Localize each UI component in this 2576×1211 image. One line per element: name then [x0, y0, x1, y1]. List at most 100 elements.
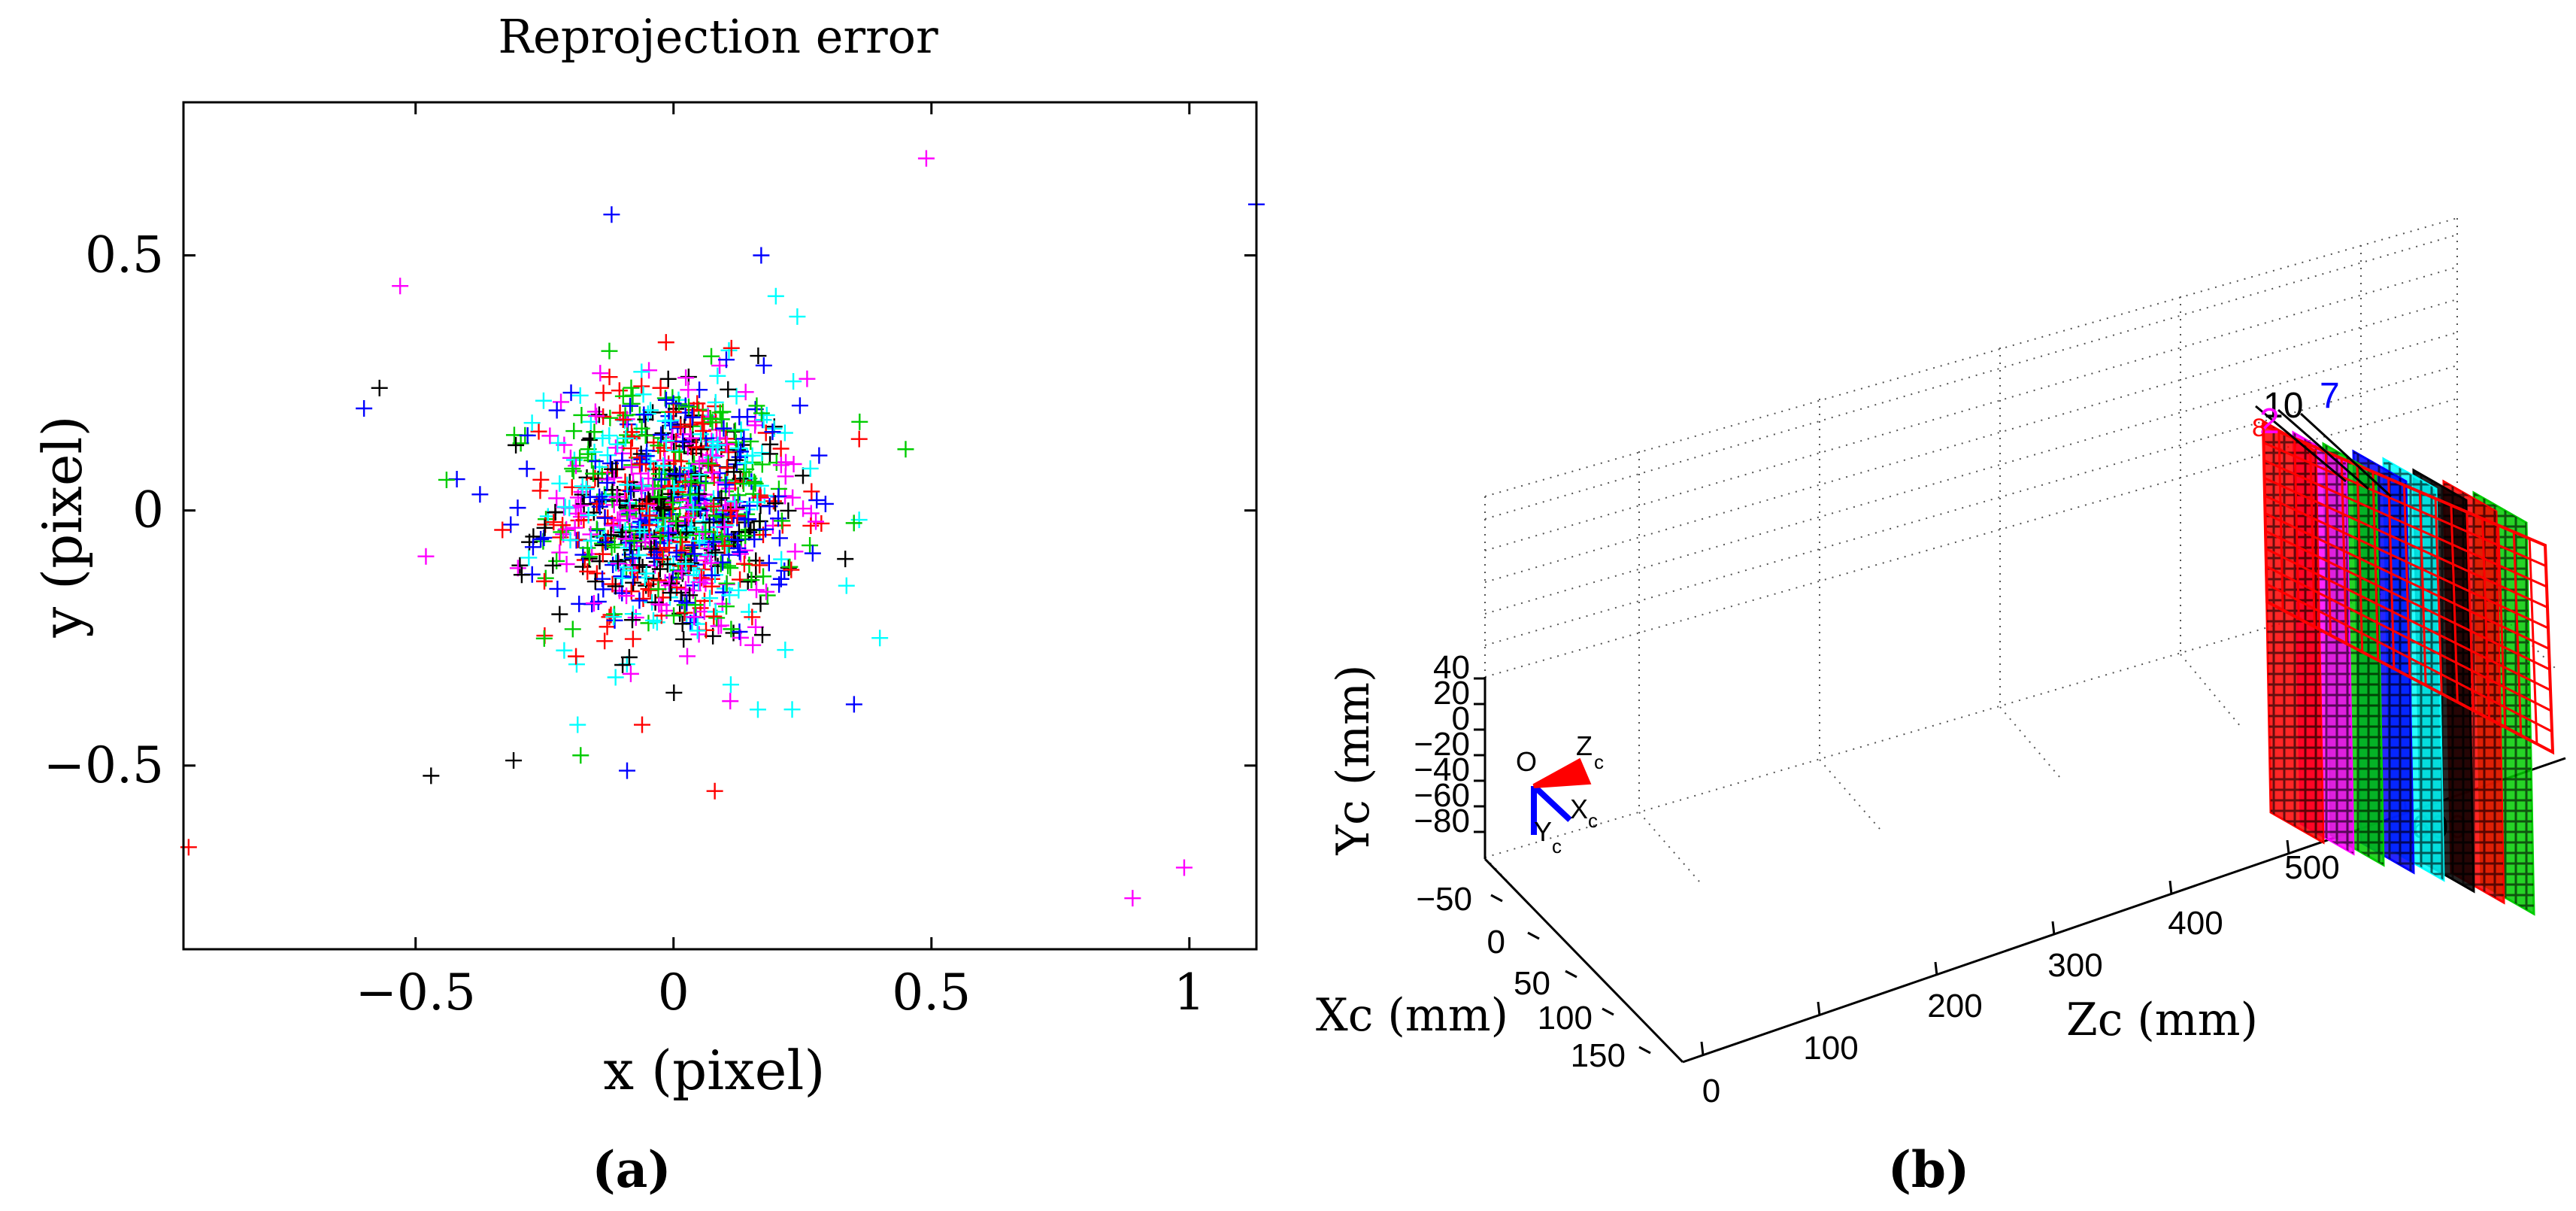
scatter-point — [692, 426, 710, 443]
scatter-point — [645, 612, 662, 629]
scatter-point — [680, 398, 698, 415]
scatter-point — [765, 420, 783, 437]
scatter-point — [759, 587, 776, 604]
scatter-point — [614, 584, 631, 602]
z-tick: 500 — [2284, 849, 2339, 886]
scatter-point — [652, 527, 669, 545]
scatter-point — [619, 762, 636, 779]
scatter-point — [611, 492, 629, 509]
scatter-point — [718, 598, 735, 615]
scatter-point — [665, 607, 683, 624]
scatter-point — [536, 572, 553, 590]
y-tick: −80 — [1414, 803, 1470, 839]
scatter-point — [720, 341, 738, 359]
scatter-point — [677, 397, 694, 414]
scatter-point — [622, 665, 639, 682]
scatter-point — [595, 384, 612, 402]
scatter-point — [633, 378, 650, 395]
scatter-point — [780, 502, 797, 519]
scatter-point — [728, 456, 745, 473]
scatter-point — [735, 475, 752, 493]
scatter-point — [574, 546, 592, 563]
scatter-point — [580, 506, 597, 524]
scatter-point — [703, 348, 720, 365]
scatter-point — [509, 499, 526, 517]
y-tick-labels: 40 20 0 −20 −40 −60 −80 — [1414, 649, 1470, 839]
scatter-point — [617, 429, 635, 447]
scatter-point — [659, 370, 677, 387]
scatter-point — [1175, 859, 1193, 876]
scatter-point — [699, 455, 717, 472]
y-tick: 20 — [1433, 675, 1470, 712]
scatter-point — [635, 406, 653, 423]
scatter-point — [749, 701, 766, 718]
x-tick: 100 — [1538, 1000, 1593, 1036]
scatter-point — [637, 427, 654, 445]
scatter-point — [726, 422, 744, 439]
scatter-point — [845, 514, 862, 532]
scatter-point — [547, 504, 564, 521]
scatter-point — [565, 423, 583, 440]
scatter-point — [675, 630, 692, 648]
scatter-point — [607, 578, 624, 595]
scatter-point — [695, 422, 712, 439]
scatter-point — [594, 570, 611, 587]
scatter-point — [758, 583, 775, 600]
scatter-point — [781, 558, 799, 575]
scatter-point — [573, 406, 590, 423]
scatter-point — [632, 465, 650, 482]
scatter-point — [661, 577, 678, 594]
scatter-point — [683, 408, 701, 426]
scatter-point — [753, 445, 771, 462]
z-tick: 100 — [1803, 1030, 1858, 1067]
y-tick: 40 — [1433, 649, 1470, 686]
scatter-point — [707, 393, 724, 411]
scatter-point — [718, 575, 735, 592]
scatter-point — [650, 596, 668, 613]
y-ticks: −0.5 0 0.5 — [44, 226, 1256, 794]
scatter-point — [614, 524, 631, 541]
scatter-point — [617, 530, 635, 548]
y-axis-label: y (pixel) — [31, 415, 94, 638]
scatter-point — [771, 530, 788, 547]
scatter-point — [634, 716, 651, 733]
x-tick: −50 — [1416, 881, 1472, 918]
scatter-point — [614, 452, 631, 469]
scatter-point — [544, 557, 562, 574]
scatter-point — [770, 510, 787, 527]
scatter-point — [417, 548, 435, 565]
scatter-point — [568, 457, 585, 475]
scatter-point — [720, 381, 737, 398]
scatter-point — [681, 486, 699, 503]
scatter-point — [786, 543, 804, 560]
scatter-point — [644, 404, 662, 421]
scatter-point — [631, 456, 648, 473]
scatter-point — [592, 365, 609, 382]
scatter-point — [686, 609, 703, 626]
scatter-point — [605, 609, 623, 626]
scatter-point — [562, 384, 580, 402]
scatter-point — [799, 370, 816, 387]
scatter-point — [737, 454, 754, 472]
scatter-point — [511, 557, 529, 574]
scatter-point — [621, 534, 638, 551]
scatter-point — [648, 614, 665, 631]
scatter-point — [772, 440, 789, 457]
scatter-point — [784, 489, 802, 506]
scatter-point — [716, 537, 733, 554]
scatter-point — [776, 424, 793, 442]
scatter-point — [438, 471, 455, 488]
scatter-point — [717, 476, 735, 493]
scatter-point — [702, 590, 719, 607]
scatter-point — [631, 592, 648, 609]
scatter-point — [795, 500, 812, 517]
scatter-point — [550, 434, 567, 451]
scatter-point — [738, 408, 756, 426]
scatter-point — [524, 539, 541, 556]
board-grid-line — [2264, 494, 2549, 630]
scatter-point — [705, 608, 723, 625]
scatter-point — [641, 517, 658, 534]
panel-a: Reprojection error −0.5 0 0.5 1 −0.5 0 0.5 x … — [31, 9, 1265, 1199]
scatter-point — [717, 351, 735, 369]
scatter-point — [564, 460, 581, 478]
